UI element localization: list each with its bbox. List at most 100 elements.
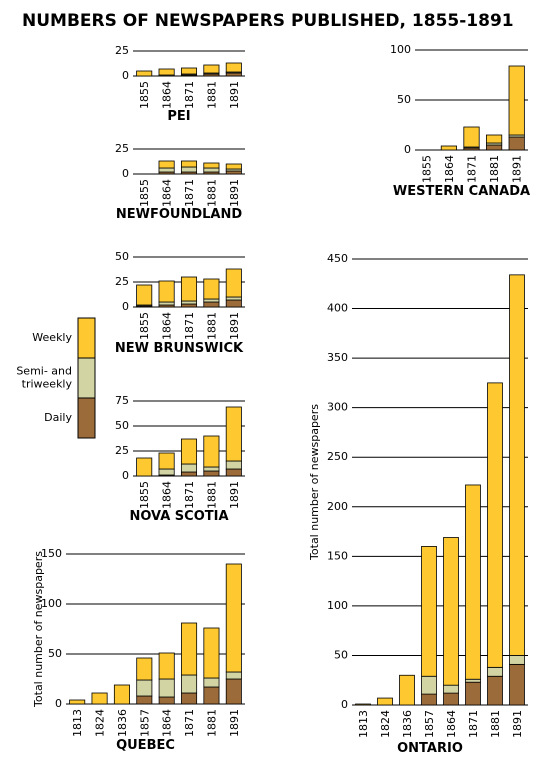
- bar-segment: [443, 537, 459, 686]
- x-tick-label: 1824: [379, 710, 392, 738]
- bar-segment: [113, 684, 130, 705]
- bar-segment: [203, 278, 220, 300]
- x-tick-label: 1864: [445, 710, 458, 738]
- y-tick-label: 50: [48, 647, 62, 660]
- bar-segment: [136, 457, 153, 477]
- y-tick-label: 250: [327, 450, 348, 463]
- bar-segment: [487, 382, 503, 668]
- bar-segment: [509, 663, 525, 706]
- bar-segment: [421, 546, 437, 677]
- x-tick-label: 1871: [466, 155, 479, 183]
- legend-label: Semi- and triweekly: [16, 364, 72, 390]
- x-tick-label: 1891: [228, 709, 241, 737]
- bar-segment: [225, 72, 242, 77]
- bar-segment: [225, 62, 242, 73]
- bar-segment: [181, 622, 198, 676]
- bar-segment: [508, 65, 525, 136]
- bar-segment: [465, 678, 481, 683]
- y-tick-label: 150: [327, 549, 348, 562]
- x-tick-label: 1836: [116, 709, 129, 737]
- bar-segment: [158, 280, 175, 303]
- y-tick-label: 0: [122, 167, 129, 180]
- y-tick-label: 25: [115, 44, 129, 57]
- x-tick-label: 1891: [511, 710, 524, 738]
- bar-segment: [225, 170, 242, 175]
- x-tick-label: 1864: [161, 179, 174, 207]
- x-tick-label: 1891: [228, 481, 241, 509]
- bar-segment: [181, 674, 198, 694]
- bar-segment: [203, 686, 220, 705]
- bar-segment: [203, 298, 220, 303]
- y-tick-label: 100: [41, 597, 62, 610]
- x-tick-label: 1864: [161, 481, 174, 509]
- x-tick-label: 1857: [423, 710, 436, 738]
- bar-segment: [443, 684, 459, 694]
- y-axis-label: Total number of newspapers: [32, 551, 45, 708]
- x-tick-label: 1871: [467, 710, 480, 738]
- x-tick-label: 1855: [138, 81, 151, 109]
- y-tick-label: 50: [115, 250, 129, 263]
- x-tick-label: 1881: [489, 710, 502, 738]
- x-tick-label: 1891: [228, 81, 241, 109]
- x-tick-label: 1864: [161, 709, 174, 737]
- y-tick-label: 0: [55, 697, 62, 710]
- x-tick-label: 1891: [228, 312, 241, 340]
- x-tick-label: 1881: [205, 81, 218, 109]
- bar-segment: [180, 471, 198, 477]
- x-tick-label: 1891: [511, 155, 524, 183]
- chart-title: WESTERN CANADA: [393, 184, 530, 199]
- bar-segment: [486, 144, 503, 151]
- chart-title: QUEBEC: [116, 738, 175, 753]
- bar-segment: [180, 160, 198, 168]
- y-tick-label: 25: [115, 275, 129, 288]
- chart-title: PEI: [167, 109, 190, 124]
- x-tick-label: 1813: [71, 709, 84, 737]
- y-tick-label: 400: [327, 302, 348, 315]
- x-tick-label: 1836: [401, 710, 414, 738]
- x-tick-label: 1871: [183, 81, 196, 109]
- bar-segment: [158, 652, 175, 680]
- bar-segment: [136, 695, 153, 705]
- y-tick-label: 450: [327, 252, 348, 265]
- x-tick-label: 1864: [161, 81, 174, 109]
- bar-segment: [180, 303, 198, 308]
- bar-segment: [158, 167, 175, 173]
- bar-segment: [443, 692, 459, 706]
- bar-segment: [225, 671, 242, 680]
- legend-label: Weekly: [32, 331, 72, 344]
- bar-segment: [180, 276, 198, 302]
- bar-segment: [225, 563, 242, 673]
- legend-label: Daily: [44, 411, 72, 424]
- y-tick-label: 100: [390, 43, 411, 56]
- bar-segment: [180, 438, 198, 465]
- bar-segment: [463, 126, 480, 148]
- y-tick-label: 50: [334, 648, 348, 661]
- bar-segment: [181, 692, 198, 705]
- bar-segment: [136, 679, 153, 697]
- bar-segment: [136, 70, 153, 77]
- bar-segment: [203, 162, 220, 169]
- bar-segment: [487, 675, 503, 706]
- bar-segment: [225, 268, 242, 298]
- x-tick-label: 1857: [138, 709, 151, 737]
- y-tick-label: 0: [122, 469, 129, 482]
- x-tick-label: 1871: [183, 481, 196, 509]
- page-title: NUMBERS OF NEWSPAPERS PUBLISHED, 1855-18…: [22, 11, 514, 31]
- y-tick-label: 75: [115, 394, 129, 407]
- y-tick-label: 50: [397, 93, 411, 106]
- x-tick-label: 1855: [420, 155, 433, 183]
- chart-title: NEW BRUNSWICK: [115, 341, 244, 356]
- y-tick-label: 200: [327, 500, 348, 513]
- legend-swatch: [77, 357, 96, 399]
- bar-segment: [225, 406, 242, 462]
- bar-segment: [158, 301, 175, 306]
- x-tick-label: 1881: [205, 709, 218, 737]
- bar-segment: [158, 468, 175, 476]
- x-tick-label: 1824: [94, 709, 107, 737]
- bar-segment: [225, 299, 242, 308]
- bar-segment: [136, 657, 153, 681]
- bar-segment: [203, 167, 220, 173]
- bar-segment: [508, 136, 525, 151]
- x-tick-label: 1871: [183, 312, 196, 340]
- legend-swatch: [77, 317, 96, 359]
